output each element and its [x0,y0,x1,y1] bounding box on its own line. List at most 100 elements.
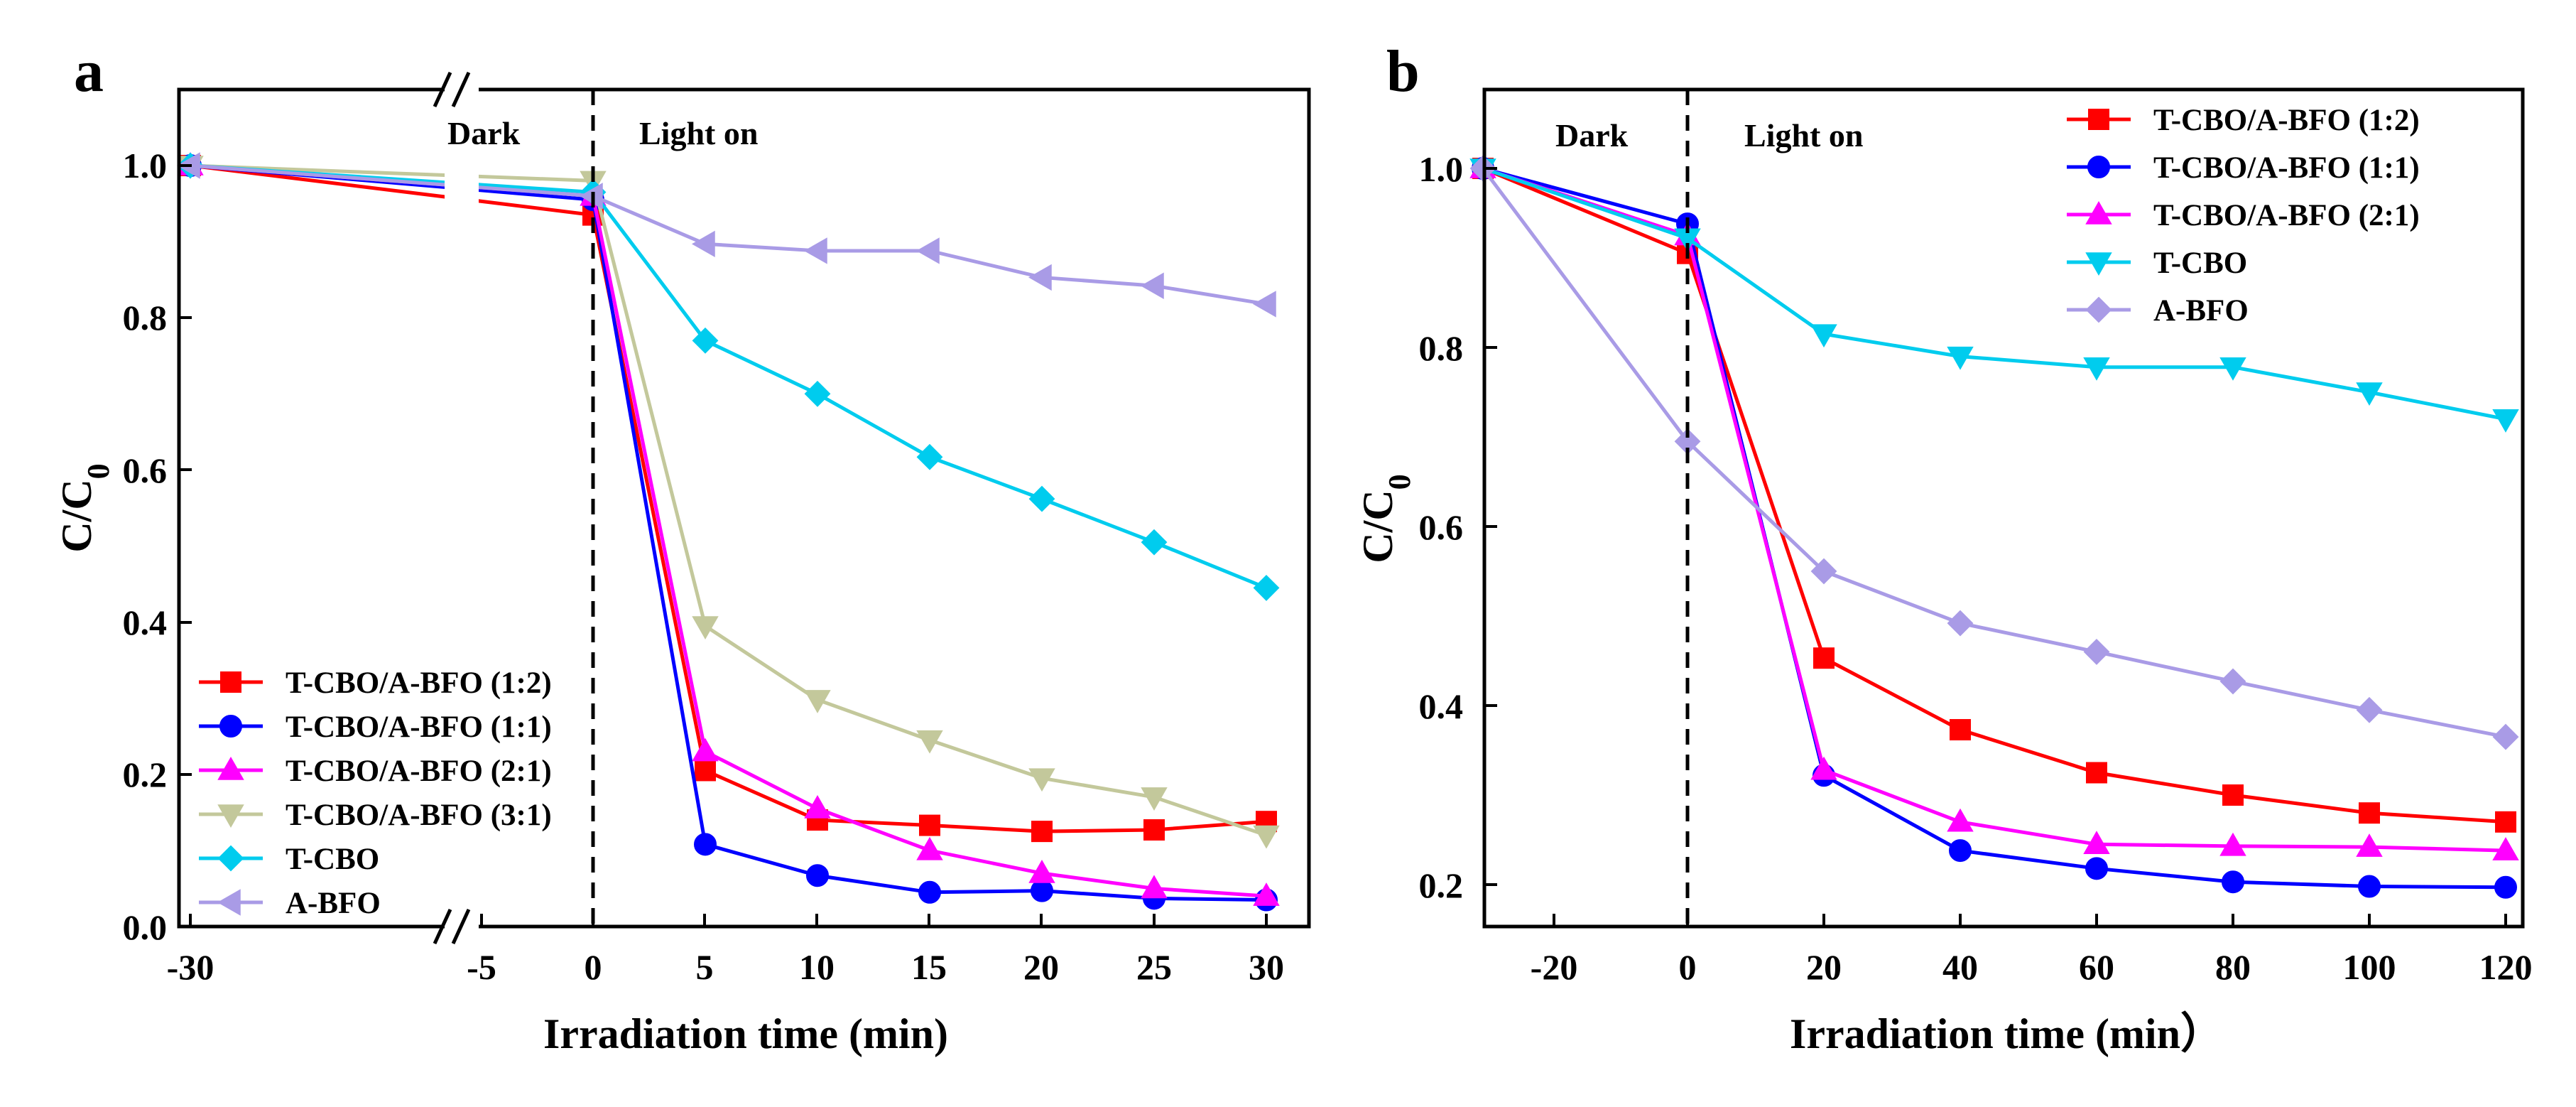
panel-b-data-point [2083,831,2110,855]
panel-a-legend-label: T-CBO/A-BFO (1:1) [286,711,552,744]
panel-b-xtick: 60 [2079,947,2114,987]
panel-a-data-point [915,237,940,264]
panel-a-data-point [694,833,717,856]
panel-b-frame [1482,87,2525,929]
panel-b-xtick: 40 [1942,947,1978,987]
panel-b-data-point [2219,668,2246,695]
panel-a-legend-marker [217,804,244,828]
panel-b-series-line [1482,166,2506,853]
panel-a-dark-label: Dark [447,115,521,151]
panel-a-data-point [918,880,941,904]
panel-a-data-point [1253,825,1280,849]
panel-a-legend-marker [217,889,241,916]
panel-a-legend-item: T-CBO/A-BFO (3:1) [199,799,552,832]
panel-b-data-point [1950,719,1971,741]
panel-b-data-point [1947,346,1974,370]
panel-b-data-point [2494,875,2517,899]
panel-a-xtick: 5 [696,947,714,987]
panel-a-ytick: 1.0 [123,146,168,185]
panel-a-data-point [1028,485,1055,512]
panel-b-light-on-label: Light on [1744,117,1863,153]
panel-a-data-point [1141,529,1168,556]
panel-a-data-point [1028,768,1055,792]
panel-a-data-point [804,794,831,819]
panel-b-data-point [1947,808,1974,832]
panel-b-data-point [2495,811,2516,833]
panel-a-xtick: -5 [467,947,496,987]
panel-a-legend-item: T-CBO/A-BFO (2:1) [199,755,552,788]
panel-b-data-point [1810,324,1837,348]
panel-a-data-point [692,327,719,354]
panel-a-data-point [692,738,719,762]
panel-b-data-point [2492,409,2519,433]
panel-a-data-point [803,237,827,264]
panel-b-xtick: 120 [2479,947,2533,987]
panel-a-data-point [1028,860,1055,883]
panel-a-data-point [1143,819,1165,841]
panel-b-ytick: 1.0 [1419,149,1464,189]
panel-b-data-point [2356,833,2383,857]
panel-b: b Dark Light on 0.2 0.4 0.6 0.8 1.0 -20 … [1354,38,2533,1057]
panel-a-data-point [1253,574,1280,601]
panel-a-letter: a [74,38,104,104]
panel-a-xtick: 20 [1023,947,1059,987]
panel-b-data-point [2356,696,2383,723]
panel-a-y-ticks: 0.0 0.2 0.4 0.6 0.8 1.0 [123,146,168,947]
panel-a-data-point [1031,879,1053,902]
panel-b-xtick: 80 [2215,947,2251,987]
panel-a-data-point [1140,272,1164,299]
panel-b-legend-label: T-CBO/A-BFO (1:1) [2153,151,2420,185]
panel-b-legend-label: T-CBO/A-BFO (2:1) [2153,199,2420,232]
panel-b-data-point [2358,875,2381,898]
panel-a-ytick: 0.4 [123,603,168,642]
panel-b-data-point [2359,802,2380,824]
panel-b-ytick: 0.2 [1419,865,1464,905]
panel-a-ytick: 0.6 [123,450,168,490]
panel-b-ytick: 0.6 [1419,507,1464,547]
panel-b-x-axis-label: Irradiation time (min） [1790,1010,2223,1057]
panel-b-xtick: 0 [1679,947,1697,987]
panel-a-legend-marker [219,715,242,738]
panel-b-legend-label: A-BFO [2153,294,2249,328]
panel-a-xtick: 15 [911,947,947,987]
panel-b-legend-marker [2085,200,2112,225]
panel-a-legend-label: T-CBO/A-BFO (1:2) [286,666,552,700]
panel-a-xtick: -30 [167,947,214,987]
panel-a-data-point [1031,821,1053,843]
panel-a-legend-label: T-CBO/A-BFO (3:1) [286,799,552,832]
panel-b-data-point [1810,558,1837,585]
panel-b-legend-item: T-CBO/A-BFO (2:1) [2067,199,2420,232]
panel-b-data-point [2083,638,2110,665]
panel-b-legend-marker [2087,156,2110,178]
panel-a-xtick: 25 [1136,947,1172,987]
panel-b-legend-marker [2085,296,2112,323]
panel-b-ytick: 0.4 [1419,686,1464,726]
panel-b-data-point [1810,756,1837,780]
panel-a-series-4 [177,156,1280,849]
panel-b-legend-item: A-BFO [2067,294,2249,328]
panel-b-legend-item: T-CBO/A-BFO (1:1) [2067,151,2420,185]
panel-b-xtick: 100 [2343,947,2396,987]
panel-a-frame [177,87,1311,929]
panel-b-y-ticks: 0.2 0.4 0.6 0.8 1.0 [1419,149,1464,905]
panel-b-legend-marker [2085,252,2112,276]
panel-a-legend-label: T-CBO/A-BFO (2:1) [286,755,552,788]
panel-a-legend-marker [217,845,244,872]
panel-b-data-point [1949,839,1972,863]
panel-a-axis-break [433,57,479,958]
panel-b-data-point [2085,857,2108,880]
panel-b-data-point [2219,357,2246,381]
panel-a-xtick: 10 [799,947,835,987]
panel-b-data-point [2356,382,2383,406]
panel-a-series [176,151,1280,912]
panel-a-data-point [916,730,943,754]
panel-a-data-point [1028,264,1052,291]
panel-a-data-point [806,864,829,887]
panel-b-letter: b [1386,38,1420,104]
panel-b-data-point [1813,647,1835,669]
panel-a-data-point [804,690,831,713]
panel-a-data-point [919,814,940,836]
panel-b-data-point [1947,610,1974,637]
panel-a-legend-marker [220,671,241,693]
panel-b-ytick: 0.8 [1419,328,1464,368]
